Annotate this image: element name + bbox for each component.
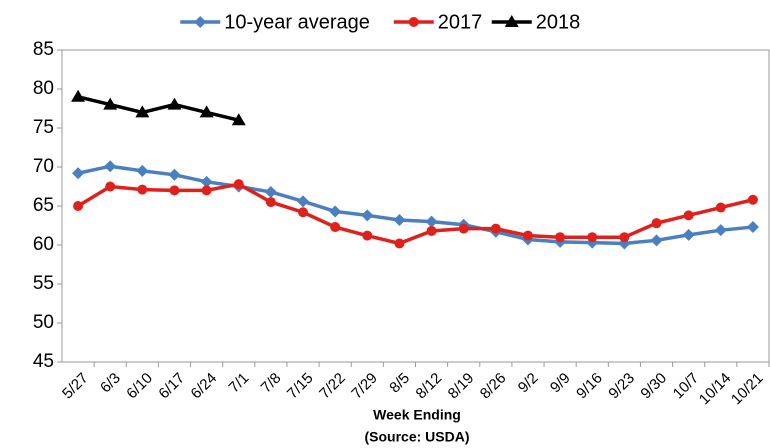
x-tick-label: 9/2 bbox=[515, 370, 542, 397]
marker bbox=[747, 194, 758, 205]
marker bbox=[408, 17, 419, 27]
marker bbox=[426, 225, 437, 236]
marker bbox=[362, 230, 373, 241]
plot-frame bbox=[61, 49, 770, 363]
x-tick-label: 5/27 bbox=[59, 370, 92, 403]
marker bbox=[137, 184, 148, 195]
x-tick-label: 9/9 bbox=[547, 370, 574, 397]
x-tick-label: 6/17 bbox=[155, 370, 188, 403]
marker bbox=[504, 15, 519, 27]
marker bbox=[104, 160, 117, 173]
y-tick-label: 85 bbox=[33, 39, 54, 60]
x-tick-label: 6/24 bbox=[188, 370, 221, 403]
x-tick-label: 9/23 bbox=[605, 370, 638, 403]
series-line bbox=[77, 182, 754, 246]
marker bbox=[746, 221, 759, 234]
x-tick-label: 6/3 bbox=[97, 370, 124, 397]
y-tick-label: 55 bbox=[33, 273, 54, 294]
marker bbox=[199, 105, 214, 118]
marker bbox=[72, 167, 85, 180]
marker bbox=[555, 232, 566, 243]
marker bbox=[394, 238, 405, 249]
marker bbox=[490, 223, 501, 234]
marker bbox=[522, 230, 533, 241]
legend-label: 10-year average bbox=[224, 11, 370, 33]
x-tick-label: 8/19 bbox=[445, 370, 478, 403]
marker bbox=[619, 232, 630, 243]
marker bbox=[265, 197, 276, 208]
y-tick-label: 60 bbox=[33, 234, 54, 255]
x-tick-label: 7/29 bbox=[348, 370, 381, 403]
marker bbox=[458, 223, 469, 234]
marker bbox=[136, 164, 149, 177]
y-tick-label: 70 bbox=[33, 156, 54, 177]
marker bbox=[231, 113, 246, 126]
marker bbox=[105, 181, 116, 192]
marker bbox=[103, 97, 118, 110]
x-tick-label: 8/26 bbox=[477, 370, 510, 403]
marker bbox=[682, 228, 695, 241]
legend-item: 2018 bbox=[491, 11, 581, 33]
x-tick-label: 10/14 bbox=[696, 370, 735, 409]
x-tick-label: 7/8 bbox=[258, 370, 285, 397]
series-line bbox=[77, 164, 754, 246]
marker bbox=[167, 97, 182, 110]
marker bbox=[715, 202, 726, 213]
marker bbox=[683, 210, 694, 221]
y-tick-label: 65 bbox=[33, 195, 54, 216]
y-tick-label: 75 bbox=[33, 117, 54, 138]
marker bbox=[233, 179, 244, 190]
marker bbox=[201, 185, 212, 196]
source-note: (Source: USDA) bbox=[364, 429, 469, 445]
marker bbox=[194, 16, 207, 28]
marker bbox=[71, 89, 86, 102]
series-line bbox=[77, 95, 240, 122]
x-tick-label: 8/5 bbox=[386, 370, 413, 397]
marker bbox=[587, 232, 598, 243]
legend-label: 2018 bbox=[536, 11, 581, 33]
y-tick-label: 45 bbox=[33, 351, 54, 372]
marker bbox=[297, 195, 310, 208]
marker bbox=[329, 205, 342, 218]
x-tick-label: 8/12 bbox=[413, 370, 446, 403]
y-tick-label: 80 bbox=[33, 78, 54, 99]
marker bbox=[73, 201, 84, 211]
marker bbox=[650, 234, 663, 247]
marker bbox=[651, 218, 662, 229]
x-tick-label: 7/22 bbox=[316, 370, 349, 403]
marker bbox=[714, 224, 727, 237]
marker bbox=[393, 214, 406, 227]
legend-item: 2017 bbox=[393, 11, 483, 33]
x-tick-label: 6/10 bbox=[123, 370, 156, 403]
marker bbox=[425, 215, 438, 228]
x-tick-label: 10/21 bbox=[728, 370, 767, 409]
marker bbox=[135, 105, 150, 118]
x-tick-label: 7/1 bbox=[226, 370, 253, 397]
x-tick-label: 9/30 bbox=[637, 370, 670, 403]
legend-item: 10-year average bbox=[180, 11, 370, 33]
marker bbox=[298, 207, 309, 218]
marker bbox=[361, 209, 374, 222]
marker bbox=[168, 168, 181, 181]
marker bbox=[169, 185, 180, 196]
legend-label: 2017 bbox=[438, 11, 483, 33]
x-tick-label: 7/15 bbox=[284, 370, 317, 403]
marker bbox=[200, 175, 213, 188]
marker bbox=[330, 222, 341, 233]
x-axis-title: Week Ending bbox=[373, 407, 461, 423]
y-tick-label: 50 bbox=[33, 312, 54, 333]
marker bbox=[264, 185, 277, 198]
x-tick-label: 9/16 bbox=[573, 370, 606, 403]
